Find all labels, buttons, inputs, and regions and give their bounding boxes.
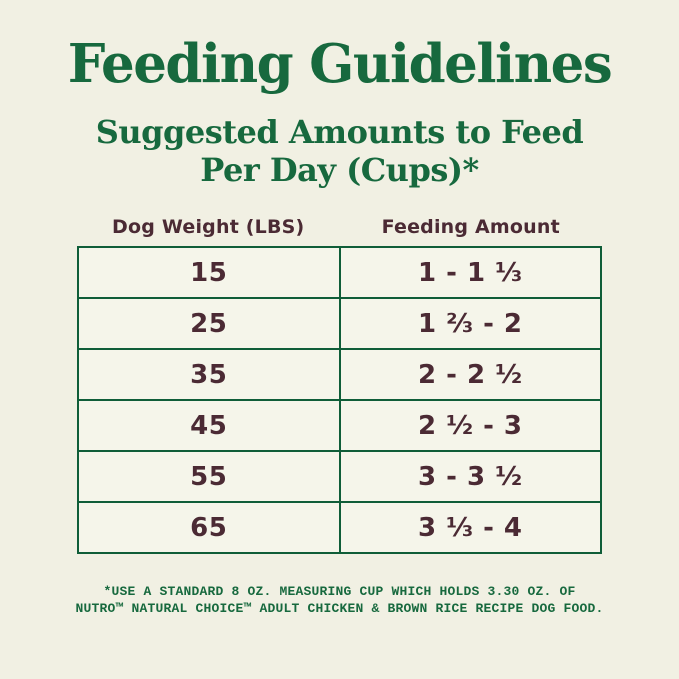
subtitle-line-2: Per Day (Cups)*: [200, 151, 479, 189]
feeding-amount-cell: 3 ⅓ - 4: [338, 501, 602, 554]
table-row: 55 3 - 3 ½: [77, 450, 602, 503]
footnote-line-1: *USE A STANDARD 8 OZ. MEASURING CUP WHIC…: [103, 584, 576, 599]
table-row: 65 3 ⅓ - 4: [77, 501, 602, 554]
page-title: Feeding Guidelines: [67, 33, 613, 95]
dog-weight-cell: 45: [77, 399, 341, 452]
feeding-amount-cell: 2 - 2 ½: [338, 348, 602, 401]
table-row: 15 1 - 1 ⅓: [77, 246, 602, 299]
table-column-headers: Dog Weight (LBS) Feeding Amount: [77, 216, 602, 238]
column-header-feeding-amount: Feeding Amount: [381, 216, 560, 238]
feeding-amount-cell: 1 ⅔ - 2: [338, 297, 602, 350]
dog-weight-cell: 55: [77, 450, 341, 503]
column-header-dog-weight: Dog Weight (LBS): [112, 216, 305, 238]
feeding-table: 15 1 - 1 ⅓ 25 1 ⅔ - 2 35 2 - 2 ½ 45 2 ½ …: [77, 246, 602, 554]
dog-weight-cell: 25: [77, 297, 341, 350]
dog-weight-cell: 15: [77, 246, 341, 299]
dog-weight-cell: 35: [77, 348, 341, 401]
footnote-line-2: NUTRO™ NATURAL CHOICE™ ADULT CHICKEN & B…: [75, 601, 604, 616]
table-row: 35 2 - 2 ½: [77, 348, 602, 401]
feeding-amount-cell: 1 - 1 ⅓: [338, 246, 602, 299]
subtitle-line-1: Suggested Amounts to Feed: [95, 113, 584, 151]
feeding-table-body: 15 1 - 1 ⅓ 25 1 ⅔ - 2 35 2 - 2 ½ 45 2 ½ …: [77, 246, 602, 554]
table-row: 25 1 ⅔ - 2: [77, 297, 602, 350]
footnote: *USE A STANDARD 8 OZ. MEASURING CUP WHIC…: [0, 583, 679, 617]
table-row: 45 2 ½ - 3: [77, 399, 602, 452]
dog-weight-cell: 65: [77, 501, 341, 554]
feeding-amount-cell: 2 ½ - 3: [338, 399, 602, 452]
subtitle: Suggested Amounts to Feed Per Day (Cups)…: [0, 113, 679, 189]
feeding-amount-cell: 3 - 3 ½: [338, 450, 602, 503]
